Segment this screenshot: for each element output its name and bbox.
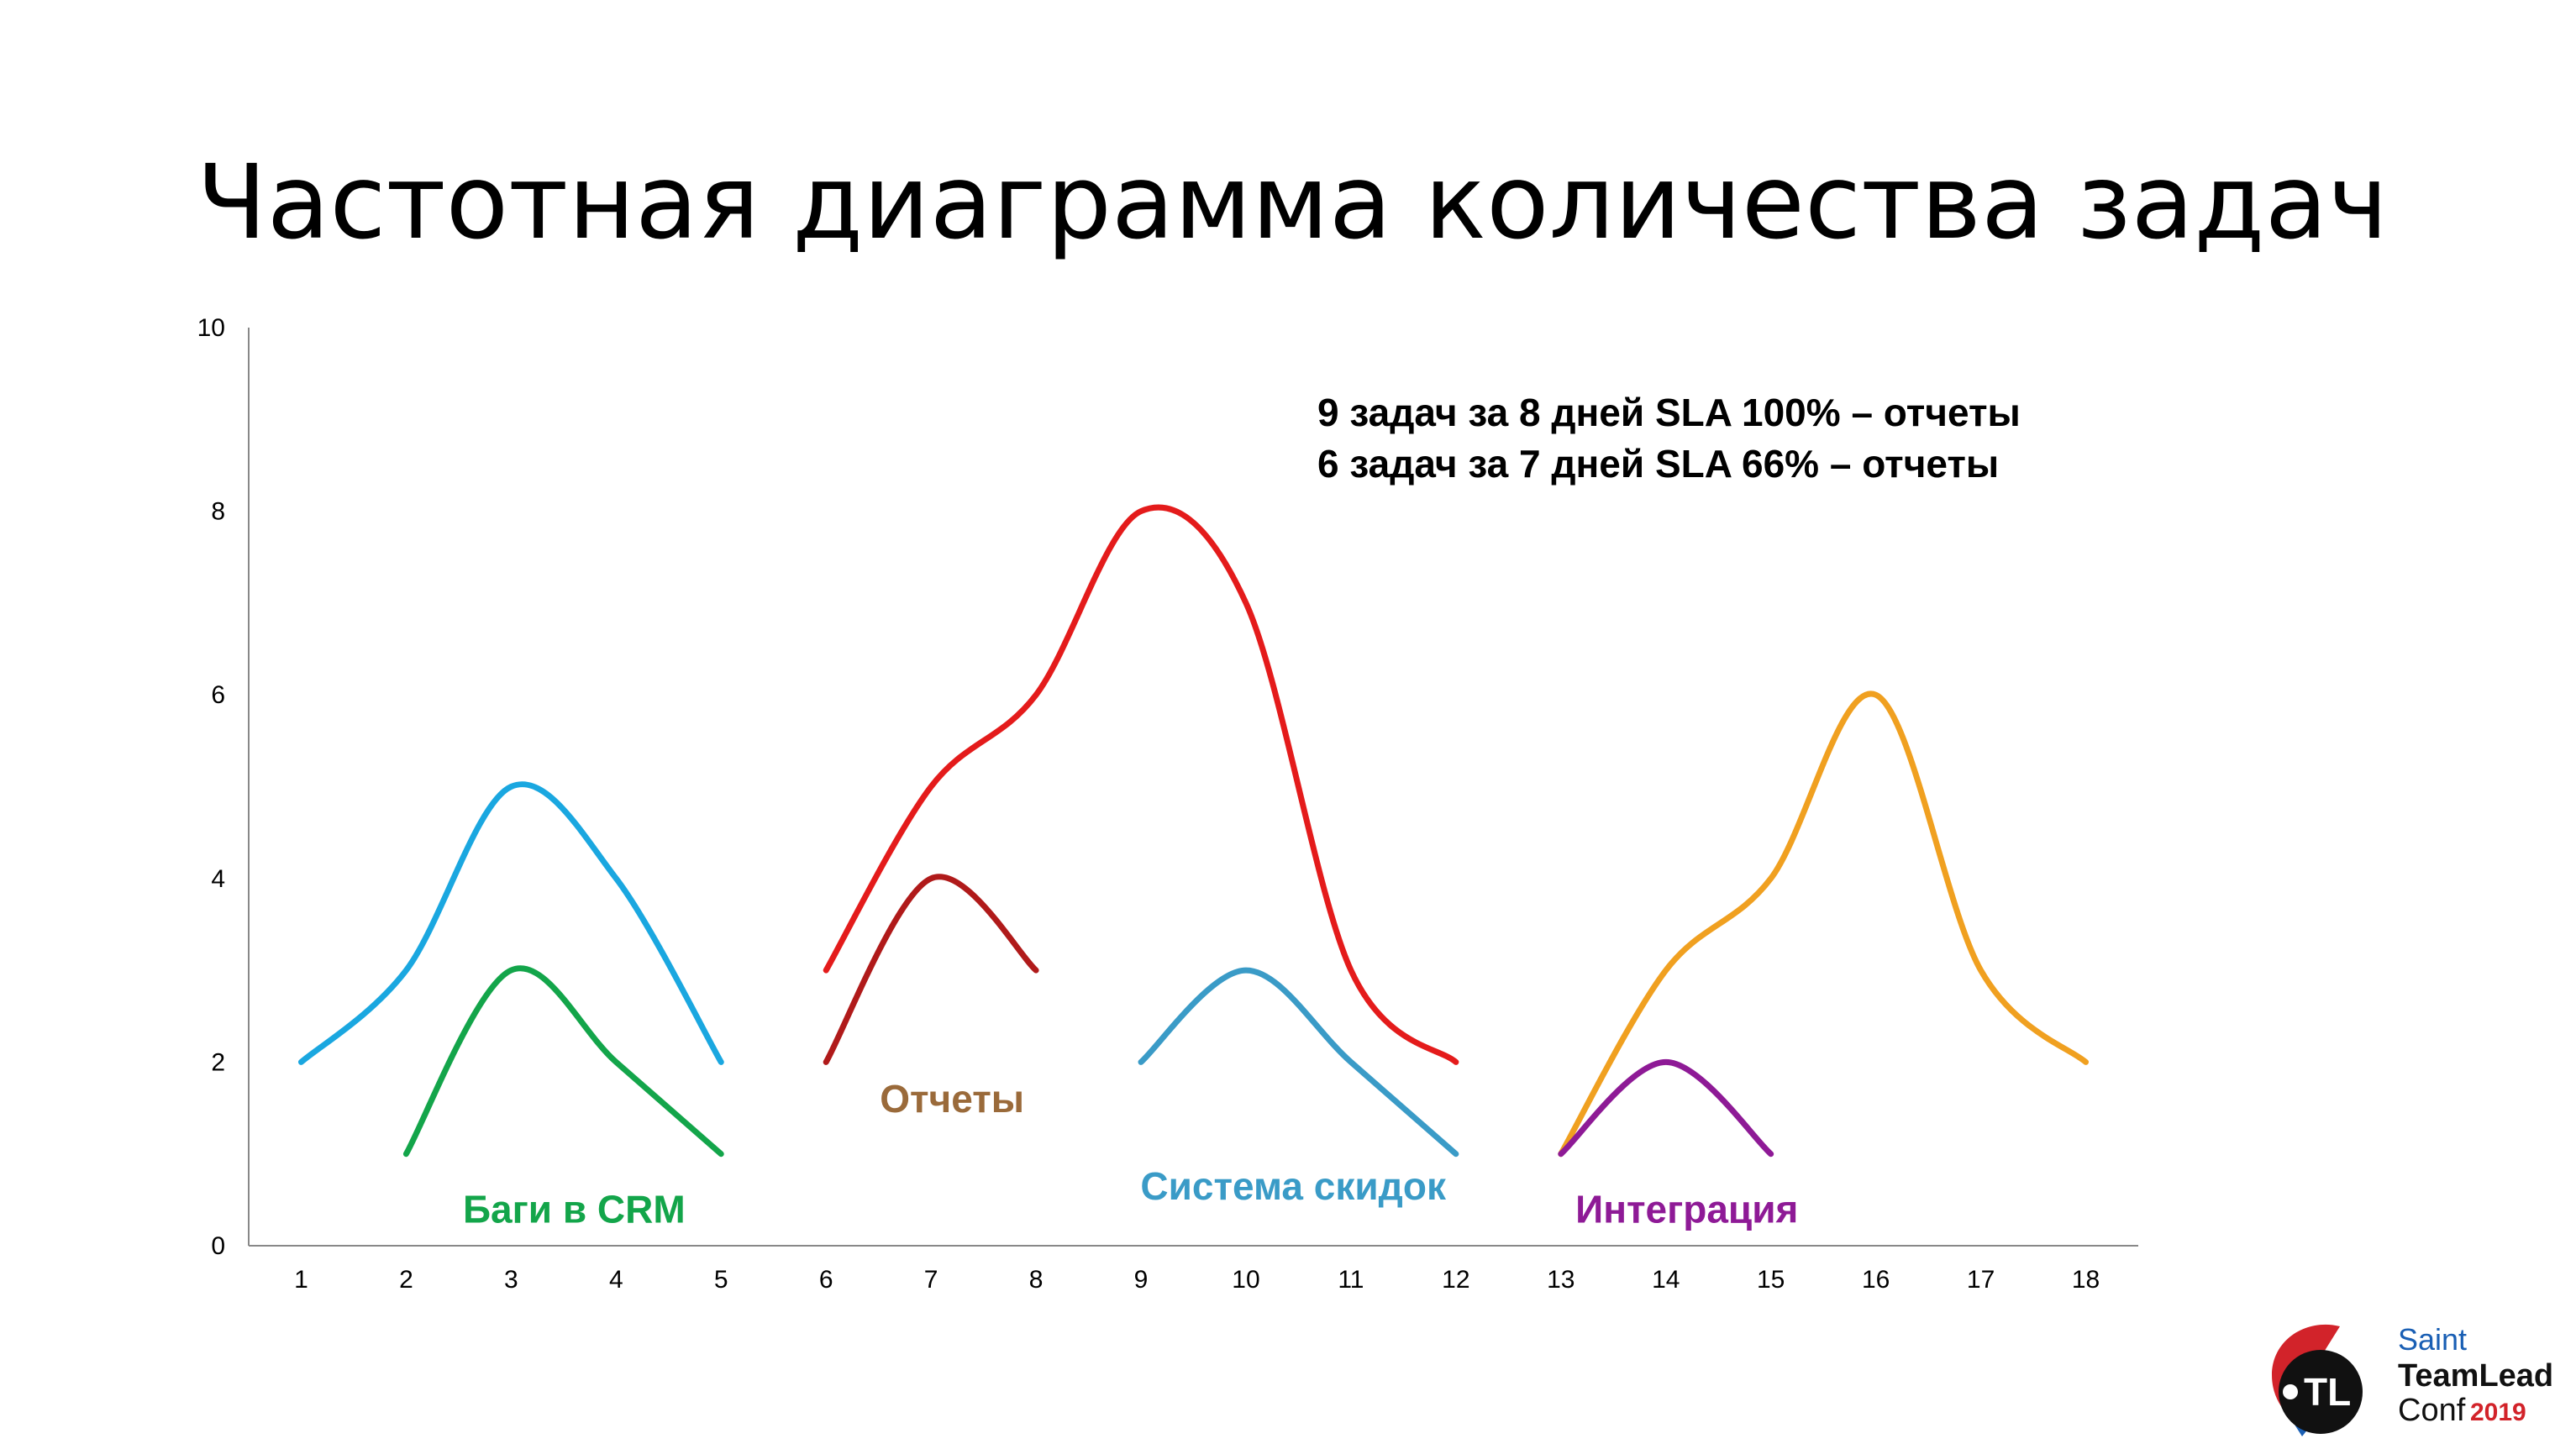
logo-mark-dark-icon <box>2279 1350 2363 1434</box>
series-label-3: Система скидок <box>1140 1164 1447 1208</box>
x-tick-label: 8 <box>1029 1266 1044 1294</box>
x-tick-label: 2 <box>399 1266 413 1294</box>
x-tick-label: 10 <box>1232 1266 1259 1294</box>
series-label-2: Отчеты <box>880 1077 1024 1121</box>
x-tick-label: 16 <box>1862 1266 1890 1294</box>
x-tick-label: 6 <box>819 1266 833 1294</box>
logo-line-1: Saint <box>2398 1322 2467 1357</box>
x-tick-label: 17 <box>1967 1266 1995 1294</box>
series-label-1: Баги в CRM <box>463 1187 686 1231</box>
y-tick-labels: 0 2 4 6 8 10 <box>197 314 225 1260</box>
x-tick-label: 13 <box>1547 1266 1575 1294</box>
x-tick-label: 4 <box>609 1266 623 1294</box>
x-tick-label: 7 <box>924 1266 938 1294</box>
series-line-5 <box>1138 967 1459 1158</box>
x-tick-label: 1 <box>294 1266 308 1294</box>
series-line-1 <box>297 781 724 1065</box>
series-line-7 <box>1558 1058 1774 1158</box>
logo-mark-text: TL <box>2304 1370 2351 1414</box>
page-title: Частотная диаграмма количества задач <box>197 143 2389 262</box>
x-tick-label: 5 <box>714 1266 728 1294</box>
x-tick-label: 11 <box>1338 1266 1364 1294</box>
series-label-4: Интеграция <box>1575 1187 1798 1231</box>
x-tick-label: 12 <box>1442 1266 1469 1294</box>
series-lines <box>297 504 2090 1158</box>
y-tick-label: 8 <box>211 498 225 526</box>
series-line-3 <box>823 504 1459 1065</box>
logo-line-2: TeamLead <box>2398 1358 2553 1394</box>
series-line-6 <box>1558 690 2090 1158</box>
logo-dot-icon <box>2283 1384 2298 1399</box>
x-tick-label: 3 <box>504 1266 518 1294</box>
y-tick-label: 0 <box>211 1232 225 1260</box>
x-tick-label: 14 <box>1652 1266 1680 1294</box>
y-tick-label: 2 <box>211 1048 225 1076</box>
x-tick-label: 15 <box>1757 1266 1785 1294</box>
logo-year: 2019 <box>2470 1399 2526 1426</box>
annotation-line-2: 6 задач за 7 дней SLA 66% – отчеты <box>1317 442 1999 486</box>
series-labels: Баги в CRM Отчеты Система скидок Интеграция <box>463 1077 1798 1231</box>
annotation-line-1: 9 задач за 8 дней SLA 100% – отчеты <box>1317 391 2021 434</box>
x-tick-label: 18 <box>2072 1266 2100 1294</box>
x-tick-label: 9 <box>1134 1266 1149 1294</box>
series-line-4 <box>823 874 1039 1065</box>
logo-line-3: Conf <box>2398 1393 2466 1428</box>
y-tick-label: 10 <box>197 314 225 342</box>
x-tick-labels: 1 2 3 4 5 6 7 8 9 10 11 12 13 14 15 16 17 18 <box>294 1266 2100 1294</box>
teamlead-conf-logo: TL Saint TeamLead Conf 2019 <box>2272 1322 2553 1436</box>
series-line-2 <box>402 965 724 1158</box>
y-tick-label: 6 <box>211 681 225 709</box>
y-tick-label: 4 <box>211 865 225 893</box>
